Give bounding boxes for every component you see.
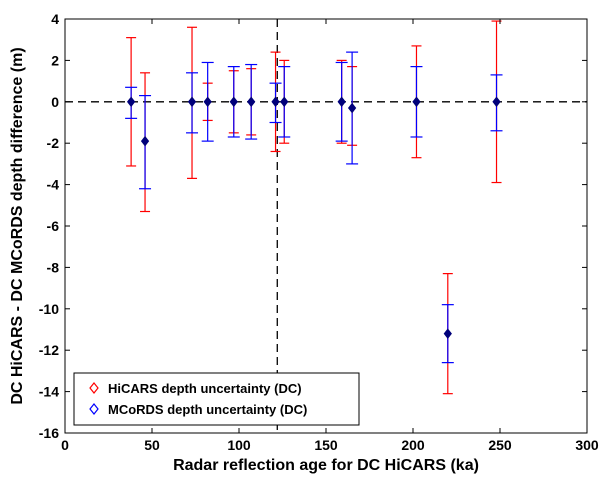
y-tick-label: -14 [39, 384, 59, 400]
plot-area [65, 19, 587, 433]
y-tick-label: -2 [47, 135, 60, 151]
y-tick-label: 0 [51, 94, 59, 110]
x-tick-label: 200 [401, 437, 425, 453]
x-tick-label: 300 [575, 437, 599, 453]
legend-hicars-marker [89, 382, 99, 394]
x-tick-label: 50 [144, 437, 160, 453]
x-tick-label: 250 [488, 437, 512, 453]
data-point-marker [347, 102, 357, 114]
data-point-marker [443, 328, 452, 339]
x-axis-title: Radar reflection age for DC HiCARS (ka) [173, 457, 479, 474]
data-point-marker [412, 96, 421, 108]
y-axis-title: DC HiCARS - DC MCoRDS depth difference (… [9, 47, 26, 404]
x-tick-label: 150 [314, 437, 338, 453]
data-point-marker [229, 96, 238, 108]
y-tick-label: -4 [47, 177, 60, 193]
legend-hicars-label: HiCARS depth uncertainty (DC) [108, 381, 302, 396]
data-point-marker [271, 96, 280, 108]
data-point-marker [126, 96, 136, 108]
legend-mcords-label: MCoRDS depth uncertainty (DC) [108, 402, 307, 417]
data-point-marker [337, 96, 346, 108]
data-point-marker [247, 96, 256, 108]
axis-ticks: 0 50 100 150 200 250 300 4 2 0 -2 -4 -6 -8 -10 -12 -14 -1… [39, 11, 599, 453]
legend-box [73, 372, 360, 426]
y-tick-label: -10 [39, 301, 59, 317]
data-point-marker [187, 96, 197, 108]
data-point-marker [492, 96, 501, 108]
y-tick-label: -16 [39, 425, 59, 441]
y-tick-label: -6 [47, 218, 60, 234]
x-tick-label: 0 [61, 437, 69, 453]
y-tick-label: 2 [51, 52, 59, 68]
data-point-marker [280, 96, 289, 108]
legend: HiCARS depth uncertainty (DC) MCoRDS dep… [73, 372, 360, 426]
y-tick-label: -8 [47, 259, 60, 275]
x-tick-label: 100 [227, 437, 251, 453]
data-point-marker [140, 135, 150, 147]
legend-mcords-marker [89, 403, 99, 415]
data-point-marker [203, 96, 212, 108]
y-tick-label: -12 [39, 342, 59, 358]
y-tick-label: 4 [51, 11, 59, 27]
